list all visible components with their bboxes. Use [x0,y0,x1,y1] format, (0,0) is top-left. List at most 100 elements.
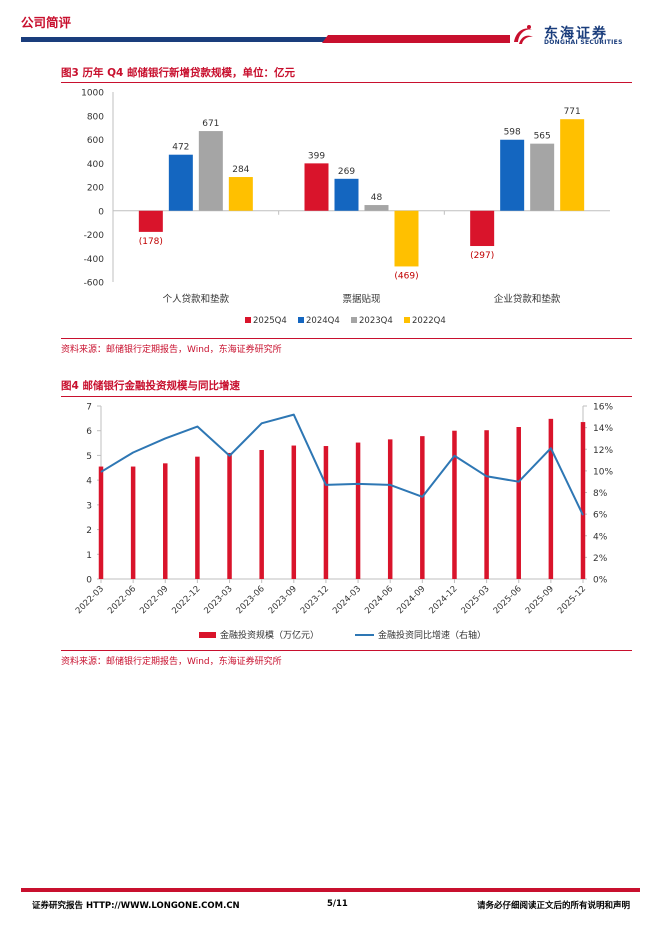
x-category-label: 票据贴现 [342,293,381,305]
x-tick-label: 2024-06 [363,584,395,616]
bar-2024Q4 [168,154,193,211]
bar-2023Q4 [530,143,555,211]
legend-label: 2025Q4 [253,316,287,326]
bar-2024Q4 [500,139,525,211]
bar-2022Q4 [394,210,419,267]
bar-data-label: 771 [564,107,581,117]
investment-bar [291,445,297,579]
right-y-tick-label: 8% [593,489,608,499]
bar-2025Q4 [470,210,495,247]
x-tick-label: 2023-06 [235,584,267,616]
left-y-tick-label: 4 [86,477,92,487]
x-tick-label: 2025-06 [492,584,524,616]
bar-data-label: 598 [504,128,521,138]
legend-swatch-2025Q4 [245,317,251,323]
y-tick-label: 800 [87,112,104,122]
bar-2025Q4 [304,163,329,211]
growth-rate-line [100,413,584,516]
x-tick-label: 2025-09 [524,584,556,616]
left-y-tick-label: 0 [86,576,92,586]
logo-emblem-icon [514,25,533,44]
bar-2023Q4 [198,131,223,211]
legend-swatch-2023Q4 [351,317,357,323]
bar-2023Q4 [364,205,389,211]
investment-bar [323,446,329,579]
x-tick-label: 2025-12 [556,584,588,616]
x-category-label: 个人贷款和垫款 [163,293,230,305]
investment-bar [195,456,200,579]
left-y-tick-label: 7 [86,403,92,413]
x-tick-label: 2023-03 [202,584,234,616]
bar-data-label: (178) [139,237,163,247]
brand-logo: 东海证券 DONGHAI SECURITIES [510,22,640,48]
legend-label: 2022Q4 [412,316,446,326]
x-tick-label: 2022-06 [106,584,138,616]
y-tick-label: 1000 [81,89,104,99]
bar-data-label: 399 [308,151,325,161]
right-y-tick-label: 10% [593,467,613,477]
bar-data-label: 284 [232,165,249,175]
header-blue-bar [21,37,329,42]
logo-english-name: DONGHAI SECURITIES [544,39,623,46]
investment-bar [259,449,264,579]
header-red-bar [322,35,640,43]
footer-page-number: 5/11 [327,899,348,909]
investment-bar [580,422,586,579]
figure3-source: 资料来源：邮储银行定期报告，Wind，东海证券研究所 [61,345,282,355]
figure3-top-rule [61,82,632,83]
bar-data-label: (297) [470,251,494,261]
x-tick-label: 2022-09 [138,584,170,616]
investment-bar [355,442,361,579]
y-tick-label: -600 [84,279,105,289]
logo-chinese-name: 东海证券 [544,26,608,42]
investment-bar [484,430,489,579]
figure3-chart: 1000 800 600 400 200 0 -200 -400 -600 个人贷款和垫款 (178… [81,89,610,326]
x-tick-label: 2024-09 [395,584,427,616]
x-tick-label: 2024-12 [427,584,459,616]
right-y-tick-label: 4% [593,532,608,542]
bar-data-label: (469) [394,271,418,281]
bar-2022Q4 [228,177,253,211]
figure4-source: 资料来源：邮储银行定期报告，Wind，东海证券研究所 [61,657,282,667]
investment-bar [387,439,393,579]
bar-data-label: 269 [338,167,355,177]
right-y-tick-label: 14% [593,424,613,434]
legend-swatch-bars [199,632,216,638]
bar-data-label: 472 [172,143,189,153]
x-tick-label: 2022-12 [170,584,202,616]
x-category-label: 企业贷款和垫款 [494,293,561,305]
y-tick-label: 600 [87,136,104,146]
investment-bar [516,427,521,579]
y-tick-label: 400 [87,160,104,170]
bar-2022Q4 [560,119,585,211]
y-tick-label: -400 [84,255,105,265]
figure4-top-rule [61,396,632,397]
figure4-bottom-rule [61,650,632,651]
left-y-tick-label: 5 [86,452,92,462]
left-y-tick-label: 3 [86,501,92,511]
figure4-title: 图4 邮储银行金融投资规模与同比增速 [61,380,240,392]
legend-swatch-2024Q4 [298,317,304,323]
bar-data-label: 671 [202,119,219,129]
investment-bar [452,430,457,579]
bar-2024Q4 [334,178,359,211]
bar-data-label: 48 [371,193,383,203]
legend-swatch-2022Q4 [404,317,410,323]
footer-rule [21,888,640,892]
legend-label: 2023Q4 [359,316,393,326]
right-y-tick-label: 6% [593,511,608,521]
legend-label-bars: 金融投资规模（万亿元） [220,629,319,641]
left-y-tick-label: 1 [86,551,92,561]
right-y-tick-label: 12% [593,446,613,456]
y-tick-label: 200 [87,184,104,194]
right-y-tick-label: 0% [593,576,608,586]
y-tick-label: 0 [98,207,104,217]
figure3-bottom-rule [61,338,632,339]
legend-label: 2024Q4 [306,316,340,326]
figure3-title: 图3 历年 Q4 邮储银行新增贷款规模，单位：亿元 [61,67,296,79]
x-tick-label: 2025-03 [460,584,492,616]
investment-bar [420,436,425,579]
bar-data-label: 565 [534,132,551,142]
investment-bar [163,463,168,579]
